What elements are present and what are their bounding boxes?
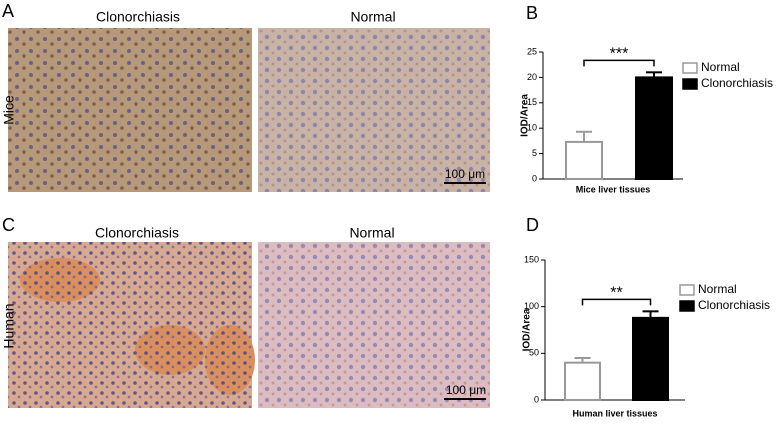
y-tick-label: 5 xyxy=(532,148,537,158)
panel-label: A xyxy=(2,1,14,21)
y-tick-label: 25 xyxy=(527,46,537,56)
panel-label: B xyxy=(526,3,538,23)
x-axis-label: Mice liver tissues xyxy=(576,184,651,194)
bar xyxy=(632,316,669,401)
row-title: Human xyxy=(1,303,17,348)
significance-bracket xyxy=(581,298,652,306)
panel-label: C xyxy=(2,215,15,235)
significance-bracket xyxy=(583,59,655,67)
bar xyxy=(635,76,673,180)
y-tick-label: 0 xyxy=(532,173,537,183)
legend-swatch xyxy=(682,62,698,74)
y-tick-label: 15 xyxy=(527,97,537,107)
legend-label: Clonorchiasis xyxy=(701,76,773,90)
scale-bar-label: 100 μm xyxy=(445,167,485,181)
micrograph-texture xyxy=(8,242,252,408)
column-title: Normal xyxy=(349,225,394,241)
micrographs xyxy=(8,28,490,408)
legend-label: Clonorchiasis xyxy=(698,298,770,312)
significance-label: ** xyxy=(610,285,622,302)
legend-swatch xyxy=(679,300,695,312)
significance-label: *** xyxy=(610,46,629,63)
y-tick-label: 0 xyxy=(534,394,539,404)
legend-swatch xyxy=(679,284,695,296)
y-tick-label: 50 xyxy=(529,348,539,358)
y-tick-label: 100 xyxy=(524,301,539,311)
micrograph-texture xyxy=(258,242,490,408)
legend-label: Normal xyxy=(698,282,737,296)
column-title: Clonorchiasis xyxy=(96,9,180,25)
panel-label: D xyxy=(526,215,539,235)
y-tick-label: 10 xyxy=(527,123,537,133)
row-title: Mice xyxy=(1,95,17,125)
legend-swatch xyxy=(682,78,698,90)
x-axis-label: Human liver tissues xyxy=(572,408,657,418)
legend-label: Normal xyxy=(701,60,740,74)
scale-bar-label: 100 μm xyxy=(446,383,486,397)
y-axis-label: IOD/Area xyxy=(520,94,531,137)
bar xyxy=(564,361,601,401)
y-axis-label: IOD/Area xyxy=(522,308,533,351)
y-tick-label: 20 xyxy=(527,72,537,82)
column-title: Normal xyxy=(350,9,395,25)
micrograph-texture xyxy=(258,28,490,192)
bar xyxy=(565,140,603,180)
micrograph-texture xyxy=(8,28,252,192)
column-title: Clonorchiasis xyxy=(95,225,179,241)
y-tick-label: 150 xyxy=(524,254,539,264)
